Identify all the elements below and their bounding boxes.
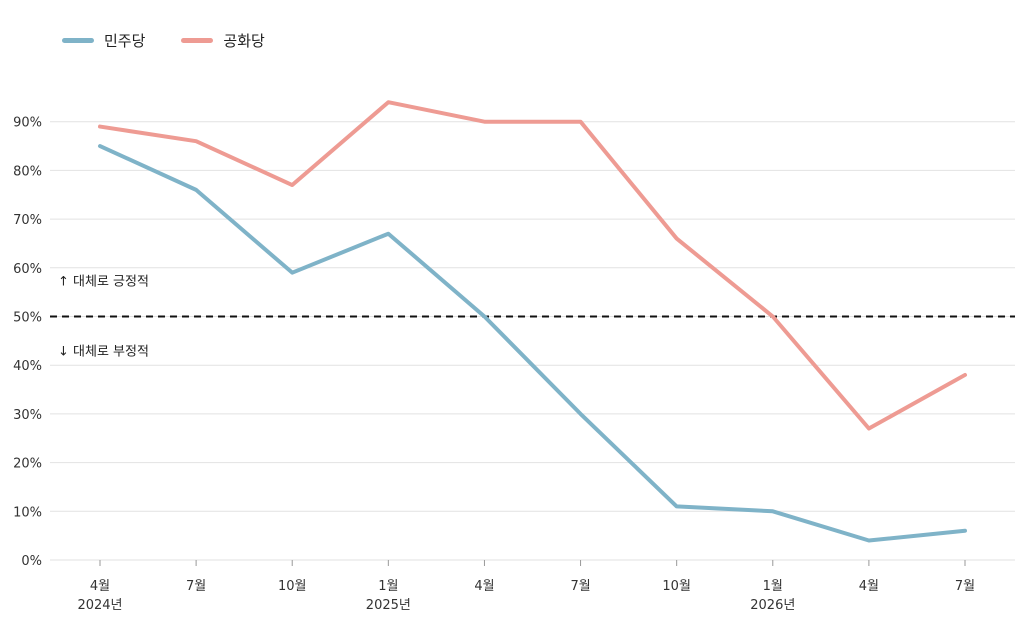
legend-item-democrat: 민주당 — [62, 30, 145, 51]
x-tick-label: 7월 — [955, 579, 975, 594]
annotation-negative: ↓ 대체로 부정적 — [58, 345, 149, 360]
legend: 민주당 공화당 — [62, 30, 265, 51]
x-tick-label: 10월 — [278, 579, 307, 594]
x-tick-label: 1월 — [378, 579, 398, 594]
legend-item-republican: 공화당 — [181, 30, 265, 51]
series-line-republican — [98, 100, 967, 431]
x-tick-year-label: 2025년 — [366, 598, 411, 613]
x-tick-label: 1월 — [763, 579, 783, 594]
legend-label-democrat: 민주당 — [104, 32, 146, 50]
x-tick-year-label: 2024년 — [77, 598, 122, 613]
y-tick-label: 50% — [13, 311, 42, 326]
y-tick-label: 70% — [13, 213, 42, 228]
series-line-democrat — [98, 144, 967, 543]
x-tick-year-label: 2026년 — [750, 598, 795, 613]
x-tick-label: 4월 — [474, 579, 494, 594]
y-tick-label: 80% — [13, 164, 42, 179]
legend-label-republican: 공화당 — [223, 32, 265, 50]
y-tick-label: 20% — [13, 457, 42, 472]
x-tick-label: 7월 — [186, 579, 206, 594]
x-tick-label: 7월 — [570, 579, 590, 594]
y-tick-label: 40% — [13, 359, 42, 374]
y-tick-label: 60% — [13, 262, 42, 277]
y-tick-label: 10% — [13, 505, 42, 520]
legend-swatch-democrat — [62, 38, 94, 43]
y-tick-label: 0% — [21, 554, 42, 569]
y-tick-label: 30% — [13, 408, 42, 423]
annotation-positive: ↑ 대체로 긍정적 — [58, 275, 149, 290]
x-tick-label: 4월 — [90, 579, 110, 594]
x-tick-label: 4월 — [859, 579, 879, 594]
x-tick-label: 10월 — [662, 579, 691, 594]
legend-swatch-republican — [181, 38, 214, 43]
y-tick-label: 90% — [13, 116, 42, 131]
